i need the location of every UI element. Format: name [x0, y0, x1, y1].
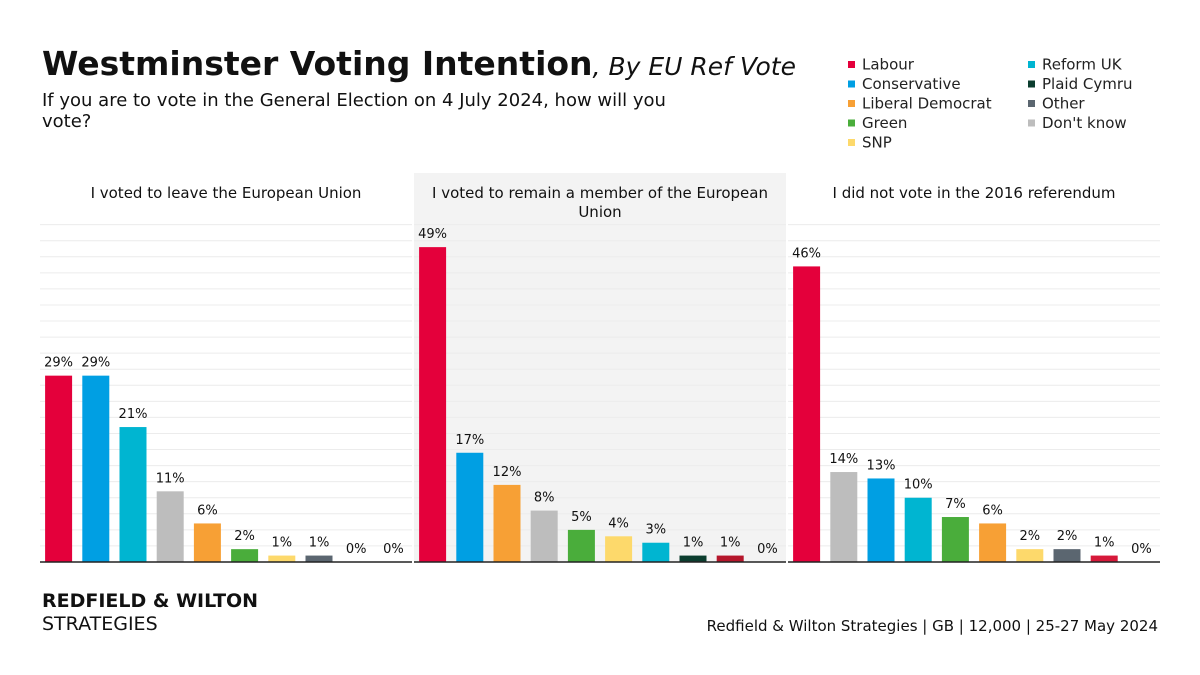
value-label: 11% — [156, 471, 185, 486]
bar — [231, 549, 259, 562]
bar — [1016, 549, 1044, 562]
legend-label: Plaid Cymru — [1042, 75, 1133, 93]
bar — [156, 491, 184, 562]
value-label: 3% — [645, 523, 666, 538]
panel-title: I voted to leave the European Union — [90, 184, 362, 202]
legend-label: SNP — [862, 134, 892, 152]
value-label: 6% — [982, 503, 1003, 518]
bar — [679, 555, 707, 562]
legend-label: Conservative — [862, 75, 961, 93]
legend-label: Liberal Democrat — [862, 95, 992, 113]
legend-swatch — [848, 61, 855, 68]
legend-label: Other — [1042, 95, 1085, 113]
value-label: 17% — [455, 433, 484, 448]
value-label: 29% — [44, 356, 73, 371]
value-label: 1% — [720, 536, 741, 551]
bar — [979, 523, 1007, 562]
value-label: 10% — [904, 478, 933, 493]
legend-label: Green — [862, 114, 907, 132]
value-label: 2% — [1057, 529, 1078, 544]
chart-title: Westminster Voting Intention — [42, 44, 593, 83]
value-label: 5% — [571, 510, 592, 525]
legend-swatch — [1028, 100, 1035, 107]
bar — [567, 529, 595, 562]
value-label: 4% — [608, 516, 629, 531]
bar — [830, 472, 858, 562]
bar — [82, 375, 110, 562]
value-label: 1% — [271, 536, 292, 551]
chart-title-suffix: , By EU Ref Vote — [592, 52, 796, 81]
legend-label: Reform UK — [1042, 56, 1123, 74]
legend-swatch — [848, 119, 855, 127]
panel-title: I did not vote in the 2016 referendum — [832, 184, 1116, 202]
bar — [1053, 549, 1081, 562]
legend-swatch — [848, 100, 855, 107]
value-label: 1% — [683, 536, 704, 551]
subtitle: If you are to vote in the General Electi… — [42, 90, 666, 132]
bar — [493, 484, 521, 562]
value-label: 0% — [346, 542, 367, 557]
title-block: Westminster Voting Intention, By EU Ref … — [42, 44, 796, 83]
bar — [605, 536, 633, 562]
legend-swatch — [1028, 119, 1035, 127]
value-label: 1% — [309, 536, 330, 551]
brand-sub: STRATEGIES — [42, 613, 158, 635]
value-label: 29% — [81, 356, 110, 371]
value-label: 0% — [383, 542, 404, 557]
value-label: 12% — [493, 465, 522, 480]
bar — [456, 452, 484, 562]
value-label: 7% — [945, 497, 966, 512]
brand: REDFIELD & WILTON — [42, 590, 259, 612]
panel-title: I voted to remain a member of the Europe… — [432, 184, 768, 221]
bar — [193, 523, 221, 562]
bar — [941, 517, 969, 562]
source: Redfield & Wilton Strategies | GB | 12,0… — [706, 617, 1158, 635]
legend-swatch — [848, 80, 855, 88]
legend-swatch — [848, 139, 855, 146]
bar — [305, 555, 333, 562]
bar — [793, 266, 821, 562]
value-label: 8% — [534, 491, 555, 506]
bar — [419, 247, 447, 562]
legend-label: Don't know — [1042, 114, 1127, 132]
value-label: 14% — [829, 452, 858, 467]
bar — [867, 478, 895, 562]
value-label: 2% — [1019, 529, 1040, 544]
bar — [642, 542, 670, 562]
value-label: 46% — [792, 246, 821, 261]
bar — [1090, 555, 1118, 562]
bar — [268, 555, 296, 562]
value-label: 1% — [1094, 536, 1115, 551]
legend-swatch — [1028, 61, 1035, 68]
bar — [716, 555, 744, 562]
value-label: 2% — [234, 529, 255, 544]
value-label: 6% — [197, 503, 218, 518]
value-label: 0% — [757, 542, 778, 557]
bar — [904, 497, 932, 562]
value-label: 21% — [119, 407, 148, 422]
value-label: 0% — [1131, 542, 1152, 557]
bar — [530, 510, 558, 562]
value-label: 49% — [418, 227, 447, 242]
bar — [45, 375, 73, 562]
legend-label: Labour — [862, 56, 915, 74]
legend-swatch — [1028, 80, 1035, 88]
value-label: 13% — [867, 458, 896, 473]
bar — [119, 427, 147, 562]
